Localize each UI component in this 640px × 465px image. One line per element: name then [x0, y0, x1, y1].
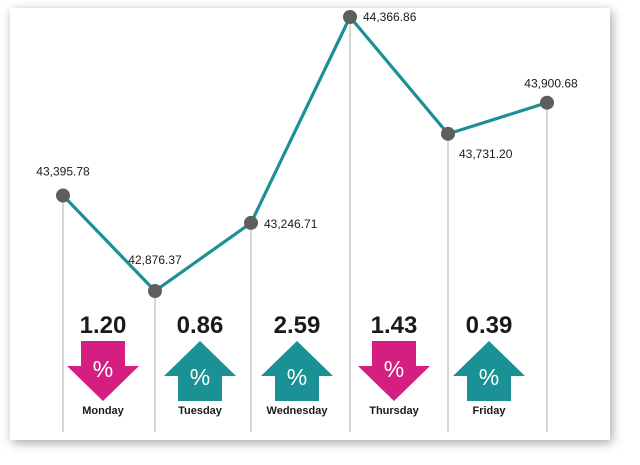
data-point [148, 284, 162, 298]
down-arrow-icon [67, 341, 139, 401]
data-label: 43,731.20 [459, 147, 513, 161]
percent-symbol: % [287, 364, 307, 390]
day-label: Monday [82, 405, 124, 417]
data-point [540, 95, 554, 110]
percent-symbol: % [384, 356, 404, 382]
data-label: 43,246.71 [264, 217, 318, 231]
series-line [61, 15, 548, 293]
percent-symbol: % [190, 364, 210, 390]
down-arrow-icon [358, 341, 430, 401]
percent-symbol: % [479, 364, 499, 390]
change-value: 0.39 [466, 312, 513, 339]
data-label: 43,395.78 [36, 165, 90, 179]
up-arrow-icon [164, 341, 236, 401]
change-value: 2.59 [274, 312, 321, 339]
day-label: Tuesday [178, 405, 223, 417]
data-label: 42,876.37 [128, 253, 182, 267]
line-chart: 43,395.78 42,876.37 43,246.71 44,366.86 43,7… [36, 10, 578, 432]
day-label: Wednesday [267, 405, 329, 417]
data-point [244, 215, 258, 230]
up-arrow-icon [261, 341, 333, 401]
percent-symbol: % [93, 356, 113, 382]
data-point [56, 188, 70, 203]
chart-card: 43,395.78 42,876.37 43,246.71 44,366.86 43,7… [10, 8, 610, 440]
change-value: 0.86 [177, 312, 224, 339]
data-label: 43,900.68 [524, 77, 578, 91]
data-point [441, 126, 455, 141]
data-point [343, 10, 357, 24]
day-label: Thursday [369, 405, 419, 417]
data-label: 44,366.86 [363, 10, 417, 24]
up-arrow-icon [453, 341, 525, 401]
day-label: Friday [472, 405, 506, 417]
change-value: 1.20 [80, 312, 127, 339]
change-value: 1.43 [371, 312, 418, 339]
